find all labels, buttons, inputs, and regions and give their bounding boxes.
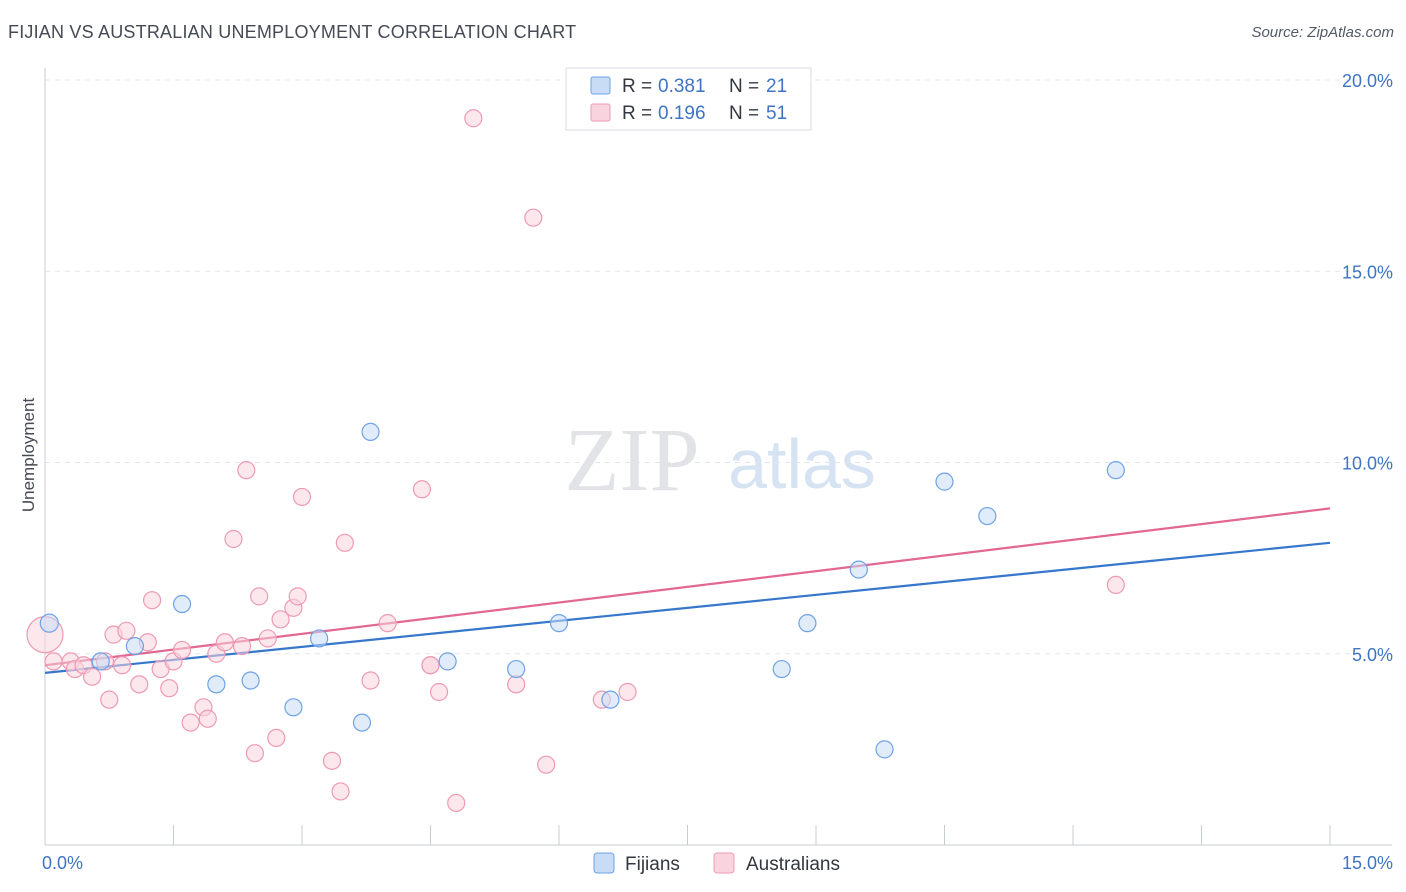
point-australians-35 — [331, 782, 350, 801]
point-australians-22 — [215, 633, 234, 652]
point-fijians-16 — [849, 560, 868, 579]
point-australians-26 — [245, 744, 264, 763]
point-fijians-7 — [310, 629, 329, 648]
point-fijians-15 — [798, 614, 817, 633]
point-fijians-0 — [39, 613, 59, 633]
legend-r-value-australians: 0.196 — [658, 103, 706, 124]
point-australians-13 — [142, 591, 162, 610]
watermark-atlas: atlas — [728, 425, 876, 503]
y-tick-label-2: 15.0% — [1342, 262, 1393, 282]
point-australians-9 — [112, 656, 132, 675]
point-australians-43 — [464, 109, 483, 128]
y-axis-label: Unemployment — [19, 398, 38, 513]
y-tick-label-1: 10.0% — [1342, 454, 1393, 474]
legend-r-label-fijians: R = — [622, 76, 652, 97]
legend-n-value-fijians: 21 — [766, 76, 787, 97]
point-fijians-4 — [207, 675, 226, 694]
chart-title: FIJIAN VS AUSTRALIAN UNEMPLOYMENT CORREL… — [8, 22, 577, 42]
legend-n-label-australians: N = — [729, 103, 759, 124]
point-australians-45 — [524, 208, 543, 227]
point-australians-32 — [288, 587, 307, 606]
bottom-legend-label-fijians: Fijians — [625, 854, 680, 875]
point-australians-27 — [250, 587, 269, 606]
point-australians-33 — [292, 487, 312, 507]
point-australians-48 — [618, 682, 637, 702]
point-australians-50 — [421, 656, 440, 675]
point-fijians-5 — [241, 671, 260, 690]
legend-r-value-fijians: 0.381 — [658, 76, 706, 97]
point-fijians-6 — [284, 698, 303, 717]
point-australians-30 — [271, 610, 290, 629]
point-australians-24 — [232, 636, 252, 656]
point-australians-44 — [507, 675, 526, 694]
point-australians-28 — [258, 629, 277, 648]
tick-labels: 5.0% 10.0% 15.0% 20.0% 0.0% 15.0% — [42, 71, 1393, 873]
point-australians-18 — [181, 713, 200, 732]
point-australians-46 — [537, 755, 556, 774]
point-fijians-1 — [91, 652, 110, 671]
point-australians-39 — [412, 480, 432, 499]
point-fijians-9 — [352, 713, 372, 732]
point-australians-15 — [160, 679, 179, 698]
point-fijians-11 — [507, 659, 526, 679]
y-tick-label-0: 5.0% — [1352, 645, 1393, 665]
y-tick-label-3: 20.0% — [1342, 71, 1393, 91]
source-credit: Source: ZipAtlas.com — [1251, 24, 1394, 41]
point-australians-23 — [224, 529, 243, 549]
point-australians-37 — [361, 671, 380, 690]
trend-line-fijians — [44, 541, 1331, 674]
legend-r-label-australians: R = — [622, 103, 652, 124]
point-fijians-10 — [438, 652, 457, 671]
point-fijians-20 — [1106, 461, 1125, 480]
bottom-legend-label-australians: Australians — [746, 854, 840, 875]
point-fijians-8 — [361, 422, 380, 441]
point-australians-1 — [44, 652, 63, 671]
bottom-legend-swatch-australians — [713, 852, 735, 874]
point-australians-7 — [100, 690, 119, 709]
point-fijians-14 — [772, 659, 791, 679]
point-fijians-17 — [875, 740, 894, 759]
point-fijians-13 — [601, 690, 620, 709]
legend-n-value-australians: 51 — [766, 103, 787, 124]
point-fijians-19 — [978, 506, 997, 526]
point-australians-29 — [267, 728, 286, 748]
x-tick-label-start: 0.0% — [42, 853, 83, 873]
legend-n-label-fijians: N = — [729, 76, 759, 97]
point-australians-10 — [117, 621, 136, 640]
point-australians-11 — [130, 675, 149, 694]
point-fijians-3 — [172, 594, 192, 614]
point-australians-36 — [335, 533, 354, 552]
point-australians-25 — [237, 461, 256, 480]
legend-swatch-fijians — [590, 76, 611, 95]
point-australians-5 — [83, 667, 102, 686]
grid-lines — [45, 79, 1392, 655]
point-australians-34 — [322, 751, 342, 770]
point-australians-42 — [447, 793, 466, 813]
point-australians-41 — [429, 682, 449, 702]
point-australians-38 — [378, 614, 397, 633]
x-tick-label-end: 15.0% — [1342, 853, 1393, 873]
data-points — [26, 109, 1125, 813]
point-fijians-12 — [549, 614, 569, 633]
point-australians-17 — [172, 640, 192, 660]
point-australians-20 — [198, 709, 217, 728]
legend-swatch-australians — [590, 103, 611, 122]
series-legend: Fijians Australians — [593, 852, 840, 875]
bottom-legend-swatch-fijians — [593, 852, 615, 874]
axes — [44, 68, 1392, 846]
stats-legend: R = 0.381 N = 21 R = 0.196 N = 51 — [565, 67, 812, 131]
point-fijians-18 — [935, 472, 954, 491]
point-australians-49 — [1106, 575, 1125, 595]
point-fijians-2 — [125, 636, 145, 656]
watermark-zip: ZIP — [565, 411, 700, 510]
